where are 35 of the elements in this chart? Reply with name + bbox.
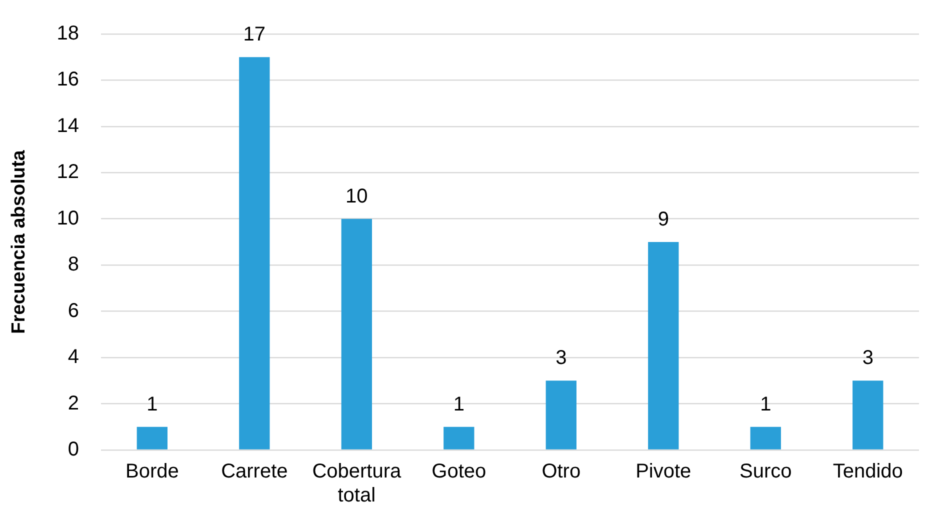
data-label: 10 bbox=[346, 185, 368, 208]
data-label: 9 bbox=[658, 208, 669, 231]
bar bbox=[444, 426, 474, 450]
y-tick-label: 18 bbox=[56, 22, 80, 45]
y-tick-label: 0 bbox=[68, 438, 80, 461]
x-tick-label: Goteo bbox=[432, 460, 486, 483]
y-tick-label: 10 bbox=[56, 207, 80, 230]
data-label: 17 bbox=[243, 24, 266, 46]
y-tick-label: 12 bbox=[56, 161, 80, 184]
bar bbox=[852, 380, 884, 450]
x-tick-label: Cobertura total bbox=[312, 460, 402, 507]
y-tick-label: 14 bbox=[56, 114, 80, 137]
data-label: 3 bbox=[862, 347, 874, 370]
x-tick-label: Carrete bbox=[221, 460, 288, 483]
y-tick-label: 8 bbox=[68, 254, 80, 276]
y-tick-label: 6 bbox=[68, 300, 80, 322]
data-label: 3 bbox=[556, 347, 567, 370]
data-label: 1 bbox=[146, 393, 158, 416]
bar bbox=[136, 426, 168, 450]
y-tick-label: 4 bbox=[68, 346, 80, 368]
x-tick-label: Otro bbox=[542, 460, 581, 483]
data-label: 1 bbox=[453, 393, 464, 416]
y-tick-label: 2 bbox=[68, 392, 80, 414]
x-tick-label: Surco bbox=[740, 460, 792, 483]
x-tick-label: Borde bbox=[125, 460, 179, 483]
bar bbox=[648, 242, 679, 450]
y-axis-title: Frecuencia absoluta bbox=[8, 150, 30, 334]
bar bbox=[239, 57, 270, 450]
x-tick-label: Tendido bbox=[832, 460, 903, 483]
x-tick-label: Pivote bbox=[636, 460, 692, 483]
bar bbox=[750, 426, 781, 450]
data-label: 1 bbox=[760, 393, 772, 416]
bar bbox=[341, 218, 372, 450]
y-tick-label: 16 bbox=[56, 68, 80, 91]
bar bbox=[546, 380, 576, 450]
